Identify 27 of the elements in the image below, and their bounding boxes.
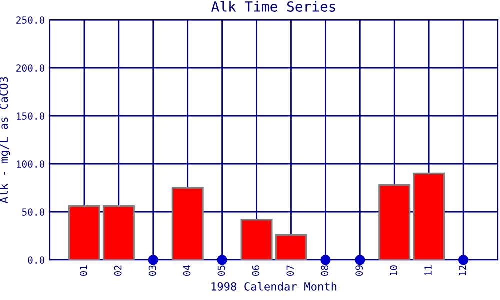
x-tick-label: 05 bbox=[218, 266, 226, 276]
y-tick-label: 150.0 bbox=[17, 112, 45, 120]
x-tick-label: 12 bbox=[459, 266, 466, 276]
x-tick-label: 07 bbox=[286, 266, 294, 276]
bar bbox=[172, 187, 204, 260]
y-tick-label: 250.0 bbox=[16, 16, 45, 24]
y-tick-label: 100.0 bbox=[17, 160, 45, 168]
chart-title: Alk Time Series bbox=[212, 1, 336, 12]
bar bbox=[68, 206, 100, 260]
bar bbox=[102, 206, 135, 260]
bar bbox=[378, 184, 411, 260]
bar bbox=[413, 172, 446, 260]
y-tick-label: 0.0 bbox=[28, 256, 45, 264]
x-tick-label: 09 bbox=[356, 266, 363, 276]
x-tick-label: 10 bbox=[390, 266, 398, 276]
bar bbox=[275, 234, 308, 260]
bar bbox=[240, 218, 273, 260]
y-tick-label: 200.0 bbox=[16, 64, 45, 72]
x-tick-label: 03 bbox=[148, 266, 156, 276]
x-tick-label: 04 bbox=[183, 265, 191, 276]
x-tick-label: 06 bbox=[252, 266, 260, 276]
x-tick-label: 01 bbox=[80, 266, 88, 276]
x-tick-label: 11 bbox=[424, 266, 432, 276]
y-tick-label: 50.0 bbox=[22, 208, 45, 216]
x-tick-label: 02 bbox=[114, 266, 122, 276]
x-axis-title: 1998 Calendar Month bbox=[212, 282, 337, 291]
x-tick-label: 08 bbox=[321, 266, 329, 276]
